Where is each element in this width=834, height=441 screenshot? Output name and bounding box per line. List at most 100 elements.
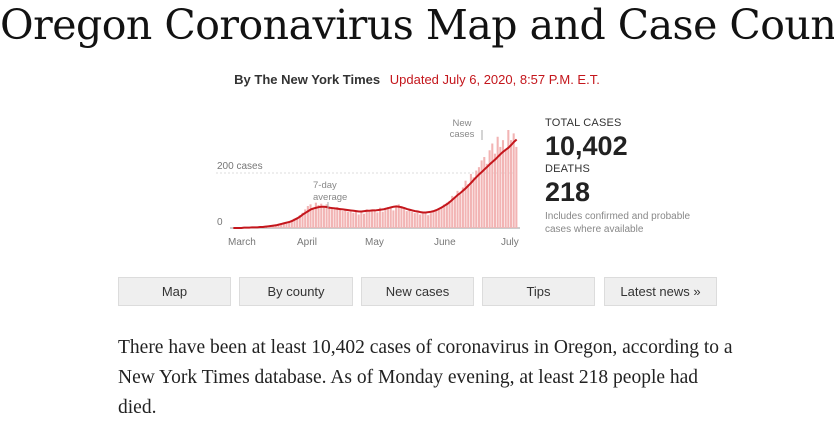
- case-bar: [325, 204, 328, 228]
- case-bar: [387, 207, 390, 228]
- y-zero-label: 0: [217, 217, 223, 228]
- case-bar: [445, 202, 448, 228]
- case-bar: [379, 207, 382, 228]
- case-bar: [328, 207, 331, 228]
- case-bar: [493, 153, 497, 228]
- case-bar: [507, 130, 510, 228]
- case-bar: [360, 211, 363, 228]
- tab-tips[interactable]: Tips: [482, 277, 595, 306]
- month-label-march: March: [228, 237, 256, 248]
- case-bar: [346, 211, 349, 228]
- case-bar: [344, 209, 347, 228]
- average-annotation-line2: average: [313, 192, 347, 203]
- case-bar: [416, 210, 419, 228]
- case-bar: [392, 210, 395, 228]
- case-bar: [440, 207, 443, 228]
- case-bars: [242, 130, 518, 228]
- case-bar: [397, 204, 400, 228]
- case-bar: [333, 209, 336, 228]
- case-bar: [421, 212, 424, 228]
- chart-svg: 200 cases 0 March April May June July 7-…: [216, 118, 520, 248]
- case-bar: [437, 208, 440, 228]
- case-bar: [395, 205, 398, 228]
- case-bar: [280, 223, 283, 228]
- case-bar: [368, 211, 371, 228]
- case-bar: [413, 213, 416, 228]
- case-bar: [365, 209, 368, 228]
- total-cases-label: TOTAL CASES: [545, 117, 622, 129]
- case-bar: [408, 209, 411, 228]
- new-cases-chart: 200 cases 0 March April May June July 7-…: [210, 114, 530, 254]
- new-cases-annotation: New cases: [450, 118, 475, 140]
- case-bar: [298, 215, 301, 228]
- case-bar: [456, 190, 459, 228]
- case-bar: [453, 197, 456, 228]
- page-title: Oregon Coronavirus Map and Case Count: [0, 1, 834, 49]
- month-label-april: April: [297, 237, 317, 248]
- case-bar: [352, 212, 355, 228]
- case-bar: [403, 208, 406, 228]
- case-bar: [411, 211, 414, 228]
- tab-by-county[interactable]: By county: [239, 277, 353, 306]
- case-bar: [515, 146, 518, 228]
- case-bar: [429, 213, 432, 228]
- case-bar: [357, 214, 360, 228]
- case-bar: [443, 204, 446, 228]
- case-bar: [309, 204, 312, 228]
- tab-map[interactable]: Map: [118, 277, 231, 306]
- case-bar: [341, 211, 344, 228]
- case-bar: [370, 210, 374, 228]
- case-bar: [362, 213, 366, 228]
- seven-day-average-line: [233, 138, 518, 229]
- case-bar: [301, 212, 304, 228]
- new-cases-annotation-word: New: [452, 118, 471, 129]
- byline: By The New York Times Updated July 6, 20…: [0, 71, 834, 89]
- month-label-june: June: [434, 237, 456, 248]
- month-label-may: May: [365, 237, 384, 248]
- stats-panel: TOTAL CASES 10,402 DEATHS 218 Includes c…: [545, 116, 745, 236]
- case-bar: [354, 211, 358, 228]
- case-bar: [435, 211, 438, 228]
- tab-latest-news[interactable]: Latest news »: [604, 277, 717, 306]
- case-bar: [381, 211, 384, 228]
- case-bar: [389, 208, 392, 228]
- case-bar: [488, 150, 491, 228]
- case-bar: [317, 205, 320, 228]
- month-label-july: July: [501, 237, 519, 248]
- case-bar: [448, 200, 451, 228]
- total-cases-value: 10,402: [545, 131, 628, 161]
- case-bar: [461, 187, 464, 228]
- case-bar: [314, 202, 317, 228]
- case-bar: [306, 206, 309, 228]
- case-bar: [459, 194, 462, 228]
- case-bar: [282, 222, 285, 228]
- section-nav: Map By county New cases Tips Latest news…: [118, 277, 718, 307]
- case-bar: [483, 157, 486, 228]
- updated-timestamp: Updated July 6, 2020, 8:57 P.M. E.T.: [389, 72, 600, 87]
- case-bar: [336, 207, 339, 228]
- tab-new-cases[interactable]: New cases: [361, 277, 474, 306]
- case-bar: [509, 140, 513, 228]
- case-bar: [373, 211, 376, 228]
- case-bar: [504, 150, 507, 228]
- case-bar: [320, 203, 323, 228]
- case-bar: [285, 221, 288, 228]
- y-ref-label: 200 cases: [217, 161, 263, 172]
- average-annotation-line1: 7-day: [313, 180, 337, 191]
- case-bar: [475, 170, 478, 228]
- case-bar: [472, 177, 475, 228]
- summary-paragraph: There have been at least 10,402 cases of…: [118, 337, 733, 418]
- case-bar: [384, 209, 387, 228]
- case-bar: [312, 207, 315, 228]
- case-bar: [512, 133, 515, 228]
- case-bar: [349, 210, 352, 228]
- byline-author[interactable]: By The New York Times: [234, 72, 381, 87]
- case-bar: [296, 217, 299, 228]
- case-bar: [427, 215, 430, 228]
- case-bar: [304, 209, 307, 228]
- case-bar: [451, 195, 454, 228]
- case-bar: [376, 212, 379, 228]
- case-bar: [432, 210, 435, 228]
- case-bar: [277, 223, 280, 228]
- case-bar: [469, 173, 472, 228]
